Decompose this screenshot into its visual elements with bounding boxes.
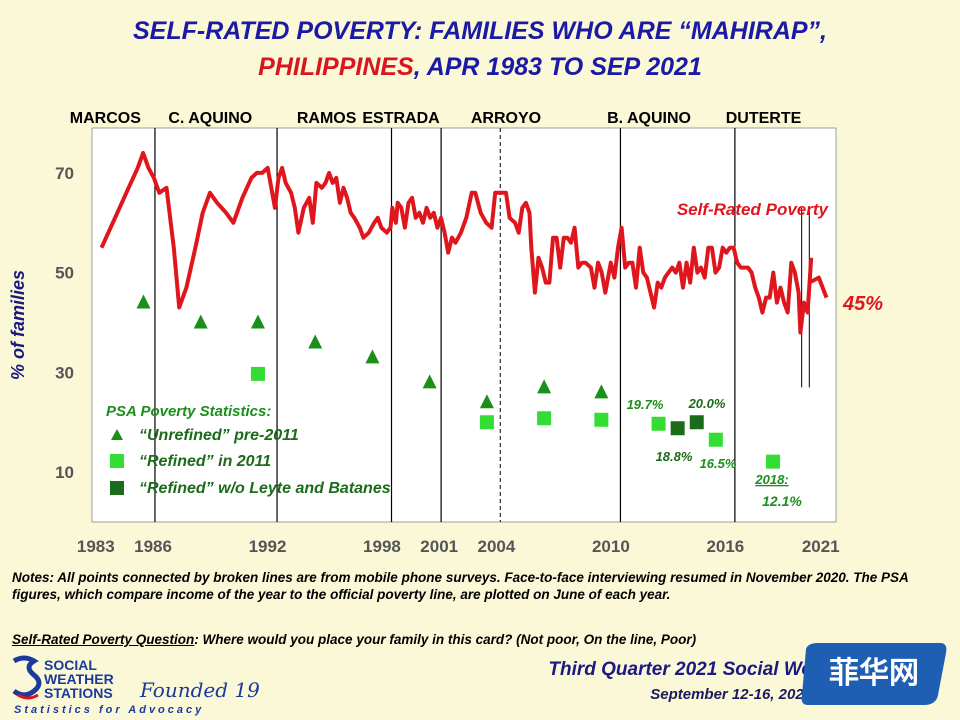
srp-line xyxy=(99,150,814,335)
legend-square-icon xyxy=(110,481,124,495)
chart: 10 30 50 70 % of families 1983 1986 1992 1998 200… xyxy=(8,110,883,556)
x-tick-label: 1986 xyxy=(134,537,172,556)
psa-refined-marker xyxy=(651,416,666,431)
psa-legend-label: “Unrefined” pre-2011 xyxy=(139,427,299,444)
legend-square-icon xyxy=(110,454,124,468)
srp-series-label: Self-Rated Poverty xyxy=(677,200,830,219)
psa-unrefined-marker xyxy=(193,314,208,329)
psa-unrefined-marker xyxy=(250,314,265,329)
x-tick-label: 2001 xyxy=(420,537,458,556)
watermark-text: 菲华网 xyxy=(829,656,919,691)
psa-refined-marker xyxy=(537,411,552,426)
sws-logo: SOCIAL WEATHER STATIONS Founded 1985 Sta… xyxy=(12,655,260,716)
president-label: DUTERTE xyxy=(726,110,802,127)
president-label: ESTRADA xyxy=(362,110,440,127)
x-tick-label: 2010 xyxy=(592,537,630,556)
chart-title-line1: SELF-RATED POVERTY: FAMILIES WHO ARE “MA… xyxy=(0,16,960,46)
survey-question: Self-Rated Poverty Question: Where would… xyxy=(12,632,948,647)
psa-legend-label: “Refined” in 2011 xyxy=(139,453,271,470)
psa-refined-wo-leyte-marker xyxy=(670,421,685,436)
sws-logo-founded: Founded 1985 xyxy=(139,678,260,702)
president-label: MARCOS xyxy=(70,110,141,127)
sws-logo-tagline: Statistics for Advocacy xyxy=(14,704,204,716)
survey-question-text: : Where would you place your family in t… xyxy=(194,632,697,647)
y-tick-label: 50 xyxy=(55,264,74,283)
x-tick-label: 1992 xyxy=(249,537,287,556)
srp-line-tail xyxy=(808,275,829,299)
plot-area xyxy=(91,127,837,523)
psa-unrefined-marker xyxy=(594,384,609,399)
psa-unrefined-marker xyxy=(537,379,552,394)
sws-logo-line3: STATIONS xyxy=(44,685,113,701)
y-tick-label: 10 xyxy=(55,463,74,482)
psa-refined-marker xyxy=(766,454,781,469)
president-label: C. AQUINO xyxy=(168,110,252,127)
chart-title-country: PHILIPPINES xyxy=(258,53,414,81)
legend-triangle-icon xyxy=(111,429,123,440)
sws-logo-line2: WEATHER xyxy=(44,671,114,687)
chart-notes: Notes: All points connected by broken li… xyxy=(12,570,909,602)
psa-unrefined-marker xyxy=(308,334,323,349)
psa-unrefined-marker xyxy=(422,374,437,389)
x-tick-label: 2004 xyxy=(478,537,516,556)
sws-logo-line1: SOCIAL xyxy=(44,657,97,673)
psa-unrefined-marker xyxy=(136,294,151,309)
survey-question-label: Self-Rated Poverty Question xyxy=(12,632,195,647)
chart-title-text: SELF-RATED POVERTY: FAMILIES WHO ARE “MA… xyxy=(132,17,827,45)
x-tick-label: 2016 xyxy=(706,537,744,556)
y-tick-label: 70 xyxy=(55,164,74,183)
psa-annotation-label: 12.1% xyxy=(762,493,802,509)
president-label: B. AQUINO xyxy=(607,110,691,127)
x-tick-label: 1998 xyxy=(363,537,401,556)
chart-title-daterange: , APR 1983 TO SEP 2021 xyxy=(413,53,702,81)
psa-refined-marker xyxy=(594,412,609,427)
psa-annotation-label: 18.8% xyxy=(656,449,693,464)
psa-unrefined-marker xyxy=(479,394,494,409)
psa-refined-marker xyxy=(250,366,265,381)
psa-refined-marker xyxy=(708,432,723,447)
psa-legend-label: “Refined” w/o Leyte and Batanes xyxy=(139,480,391,497)
president-label: ARROYO xyxy=(471,110,541,127)
footer-date: September 12-16, 2021 xyxy=(650,686,812,703)
srp-final-value-label: 45% xyxy=(842,293,883,315)
footer-title: Third Quarter 2021 Social We xyxy=(548,659,812,680)
psa-refined-marker xyxy=(479,415,494,430)
psa-refined-wo-leyte-marker xyxy=(689,415,704,430)
watermark-badge: 菲华网 xyxy=(801,643,947,705)
sws-logo-swirl-icon xyxy=(12,655,42,698)
x-tick-label: 1983 xyxy=(77,537,115,556)
watermark-badge-shape xyxy=(801,643,947,705)
y-axis-label: % of families xyxy=(8,270,28,380)
x-tick-label: 2021 xyxy=(802,537,840,556)
y-tick-label: 30 xyxy=(55,363,74,382)
psa-annotation-label: 19.7% xyxy=(627,397,664,412)
psa-unrefined-marker xyxy=(365,349,380,364)
sws-logo-accent-icon xyxy=(17,693,39,700)
chart-title-line2: PHILIPPINES, APR 1983 TO SEP 2021 xyxy=(0,52,960,82)
psa-legend-title: PSA Poverty Statistics: xyxy=(106,403,271,420)
president-label: RAMOS xyxy=(297,110,357,127)
psa-annotation-label: 16.5% xyxy=(700,456,737,471)
psa-annotation-label: 2018: xyxy=(754,472,788,487)
psa-annotation-label: 20.0% xyxy=(688,396,726,411)
